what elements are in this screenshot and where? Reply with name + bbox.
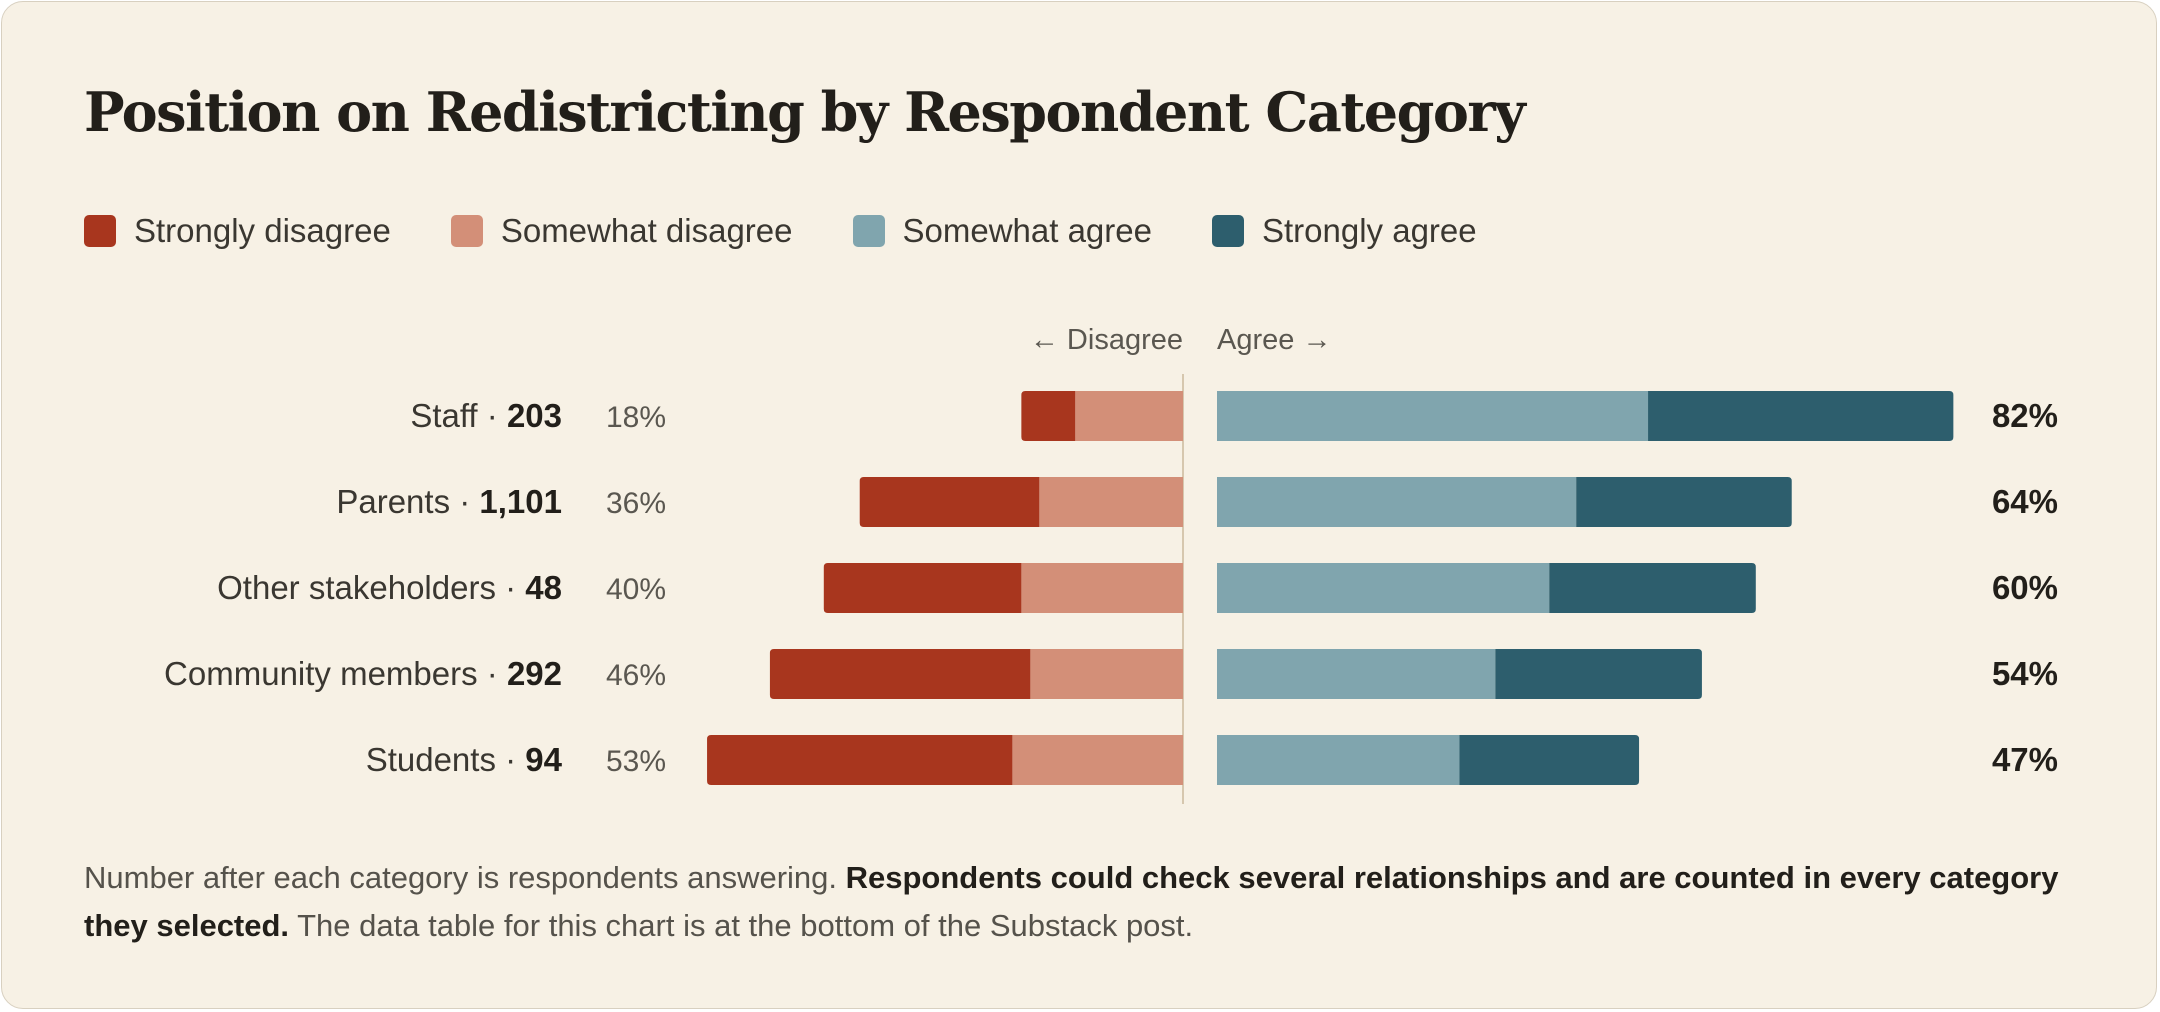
bar-strongly-agree: [1495, 649, 1702, 699]
agree-percent-label: 60%: [1992, 569, 2058, 606]
legend-item-somewhat-agree: Somewhat agree: [852, 212, 1152, 250]
bar-strongly-disagree: [707, 735, 1013, 785]
bar-strongly-agree: [1549, 563, 1756, 613]
bar-somewhat-agree: [1217, 735, 1460, 785]
bar-strongly-agree: [1576, 477, 1792, 527]
bar-somewhat-disagree: [1075, 391, 1183, 441]
legend-label: Somewhat disagree: [500, 212, 793, 249]
axis-label-disagree: ← Disagree: [1030, 324, 1183, 356]
bar-somewhat-agree: [1217, 649, 1496, 699]
category-name: Staff ·: [410, 397, 507, 434]
axis-label-agree: Agree →: [1217, 324, 1331, 356]
bar-somewhat-disagree: [1039, 477, 1183, 527]
disagree-percent-label: 46%: [606, 659, 666, 692]
legend-item-somewhat-disagree: Somewhat disagree: [450, 212, 793, 250]
category-count: 1,101: [479, 483, 562, 520]
bar-somewhat-agree: [1217, 477, 1577, 527]
legend-swatch: [450, 215, 483, 247]
bar-somewhat-agree: [1217, 563, 1550, 613]
disagree-percent-label: 40%: [606, 573, 666, 606]
bar-somewhat-disagree: [1021, 563, 1183, 613]
bar-strongly-agree: [1648, 391, 1954, 441]
disagree-percent-label: 36%: [606, 487, 666, 520]
legend: Strongly disagree Somewhat disagree Some…: [84, 212, 1537, 250]
footnote-bold-text: Respondents could check several relation…: [84, 860, 2059, 943]
category-count: 48: [525, 569, 562, 606]
category-count: 94: [525, 741, 562, 778]
footnote-text: Number after each category is respondent…: [84, 860, 846, 895]
agree-percent-label: 47%: [1992, 741, 2058, 778]
category-name: Parents ·: [336, 483, 479, 520]
legend-label: Strongly agree: [1261, 212, 1477, 249]
legend-item-strongly-agree: Strongly agree: [1211, 212, 1477, 250]
bar-strongly-disagree: [1021, 391, 1076, 441]
category-label: Students · 94: [366, 741, 563, 778]
bar-somewhat-disagree: [1012, 735, 1183, 785]
footnote: Number after each category is respondent…: [84, 854, 2074, 950]
category-count: 203: [507, 397, 562, 434]
legend-label: Strongly disagree: [134, 212, 391, 249]
bar-somewhat-disagree: [1030, 649, 1183, 699]
bar-strongly-disagree: [769, 649, 1031, 699]
bar-somewhat-agree: [1217, 391, 1649, 441]
category-label: Other stakeholders · 48: [217, 569, 562, 606]
bar-strongly-disagree: [859, 477, 1040, 527]
category-label: Staff · 203: [410, 397, 562, 434]
category-label: Community members · 292: [164, 655, 562, 692]
legend-swatch: [1211, 215, 1244, 247]
agree-percent-label: 64%: [1992, 483, 2058, 520]
category-name: Students ·: [366, 741, 526, 778]
footnote-text-end: The data table for this chart is at the …: [289, 908, 1194, 943]
legend-swatch: [852, 215, 885, 247]
disagree-percent-label: 53%: [606, 745, 666, 778]
legend-swatch: [84, 215, 116, 247]
category-name: Other stakeholders ·: [217, 569, 525, 606]
legend-item-strongly-disagree: Strongly disagree: [84, 212, 391, 250]
legend-label: Somewhat agree: [902, 212, 1152, 249]
agree-percent-label: 82%: [1992, 397, 2058, 434]
disagree-percent-label: 18%: [606, 401, 666, 434]
category-count: 292: [507, 655, 562, 692]
bar-strongly-disagree: [823, 563, 1022, 613]
chart-title: Position on Redistricting by Respondent …: [84, 80, 1526, 144]
agree-percent-label: 54%: [1992, 655, 2058, 692]
category-name: Community members ·: [164, 655, 507, 692]
category-label: Parents · 1,101: [336, 483, 562, 520]
bar-strongly-agree: [1459, 735, 1640, 785]
